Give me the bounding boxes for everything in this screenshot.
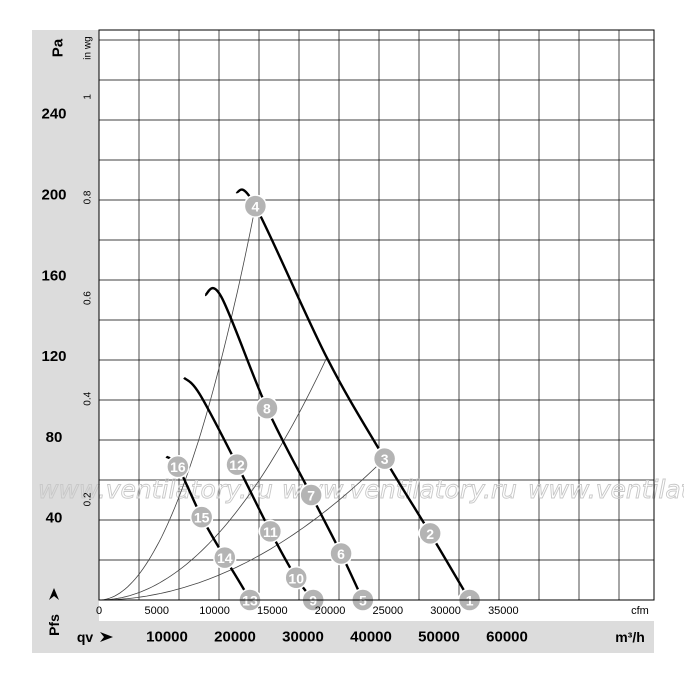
inner-axis-tick-label: 0.4: [83, 391, 94, 405]
operating-point-label: 14: [217, 550, 233, 566]
cfm-tick-label: 30000: [430, 605, 461, 617]
operating-point-label: 2: [426, 526, 434, 542]
operating-point-marker: [329, 541, 353, 566]
operating-point-marker: [189, 505, 214, 529]
operating-point-marker: [284, 566, 308, 590]
cfm-tick-label: 20000: [315, 605, 346, 617]
operating-point-marker: [418, 521, 442, 546]
cfm-tick-label: 0: [96, 605, 102, 617]
left-axis-tick-label: 240: [41, 106, 66, 123]
left-axis-tick-label: 200: [41, 187, 66, 204]
flow-symbol: qv: [77, 629, 94, 645]
operating-point-marker: [372, 446, 397, 471]
m3h-unit: m³/h: [615, 629, 645, 645]
inner-axis-unit: in wg: [83, 36, 94, 59]
operating-point-label: 6: [337, 546, 345, 562]
inner-axis-tick-label: 1: [83, 94, 94, 100]
cfm-unit: cfm: [631, 605, 649, 617]
axis-labels: Pa 40 80 120 160 200 240 in wg 0.2 0.4 0.6 0.8 1 Pfs 0…: [41, 36, 648, 645]
m3h-tick-label: 10000: [146, 629, 188, 646]
operating-point-label: 7: [307, 487, 315, 503]
inner-axis-tick-label: 0.2: [83, 492, 94, 506]
left-axis-tick-label: 40: [46, 510, 63, 527]
cfm-tick-label: 10000: [199, 605, 230, 617]
operating-point-marker: [243, 194, 268, 218]
watermark-layer: www.ventilatory.ru www.ventilatory.ru www.…: [38, 475, 684, 505]
pressure-symbol: Pfs: [46, 614, 62, 636]
m3h-tick-label: 60000: [486, 629, 528, 646]
watermark-text: www.ventilatory.ru: [38, 475, 273, 504]
operating-point-marker: [255, 396, 279, 420]
operating-point-marker: [299, 483, 323, 507]
inner-axis-tick-label: 0.6: [83, 291, 94, 305]
plot-area: [99, 30, 654, 600]
m3h-tick-label: 40000: [350, 629, 392, 646]
left-axis-band: [32, 30, 99, 653]
bottom-axis-band: [32, 621, 654, 653]
operating-point-label: 16: [170, 459, 186, 475]
cfm-tick-label: 35000: [488, 605, 519, 617]
operating-point-label: 10: [288, 570, 304, 586]
operating-point-marker: [225, 452, 249, 477]
operating-point-label: 12: [229, 457, 245, 473]
cfm-tick-label: 25000: [373, 605, 404, 617]
system-line: [98, 206, 256, 601]
left-axis-tick-label: 160: [41, 267, 66, 284]
operating-point-marker: [213, 545, 237, 570]
cfm-tick-label: 5000: [145, 605, 169, 617]
left-axis-tick-label: 120: [41, 348, 66, 365]
grid: [99, 30, 654, 600]
operating-point-marker: [258, 519, 283, 544]
operating-point-label: 3: [381, 451, 389, 467]
left-axis-unit: Pa: [50, 38, 67, 57]
m3h-tick-label: 20000: [214, 629, 256, 646]
left-axis-tick-label: 80: [46, 429, 63, 446]
operating-point-label: 15: [194, 510, 210, 526]
pressure-arrow-icon: [49, 588, 59, 600]
cfm-tick-label: 15000: [257, 605, 288, 617]
operating-point-label: 4: [252, 199, 260, 215]
operating-point-label: 11: [263, 524, 278, 540]
operating-point-marker: [166, 454, 190, 479]
operating-point-label: 8: [263, 401, 271, 417]
m3h-tick-label: 50000: [418, 629, 460, 646]
flow-arrow-icon: [100, 632, 113, 642]
plot-frame: [98, 29, 655, 601]
m3h-tick-label: 30000: [282, 629, 324, 646]
inner-axis-tick-label: 0.8: [83, 190, 94, 204]
system-line: [99, 458, 385, 601]
watermark-text: www.ventilatory.ru: [528, 475, 684, 504]
